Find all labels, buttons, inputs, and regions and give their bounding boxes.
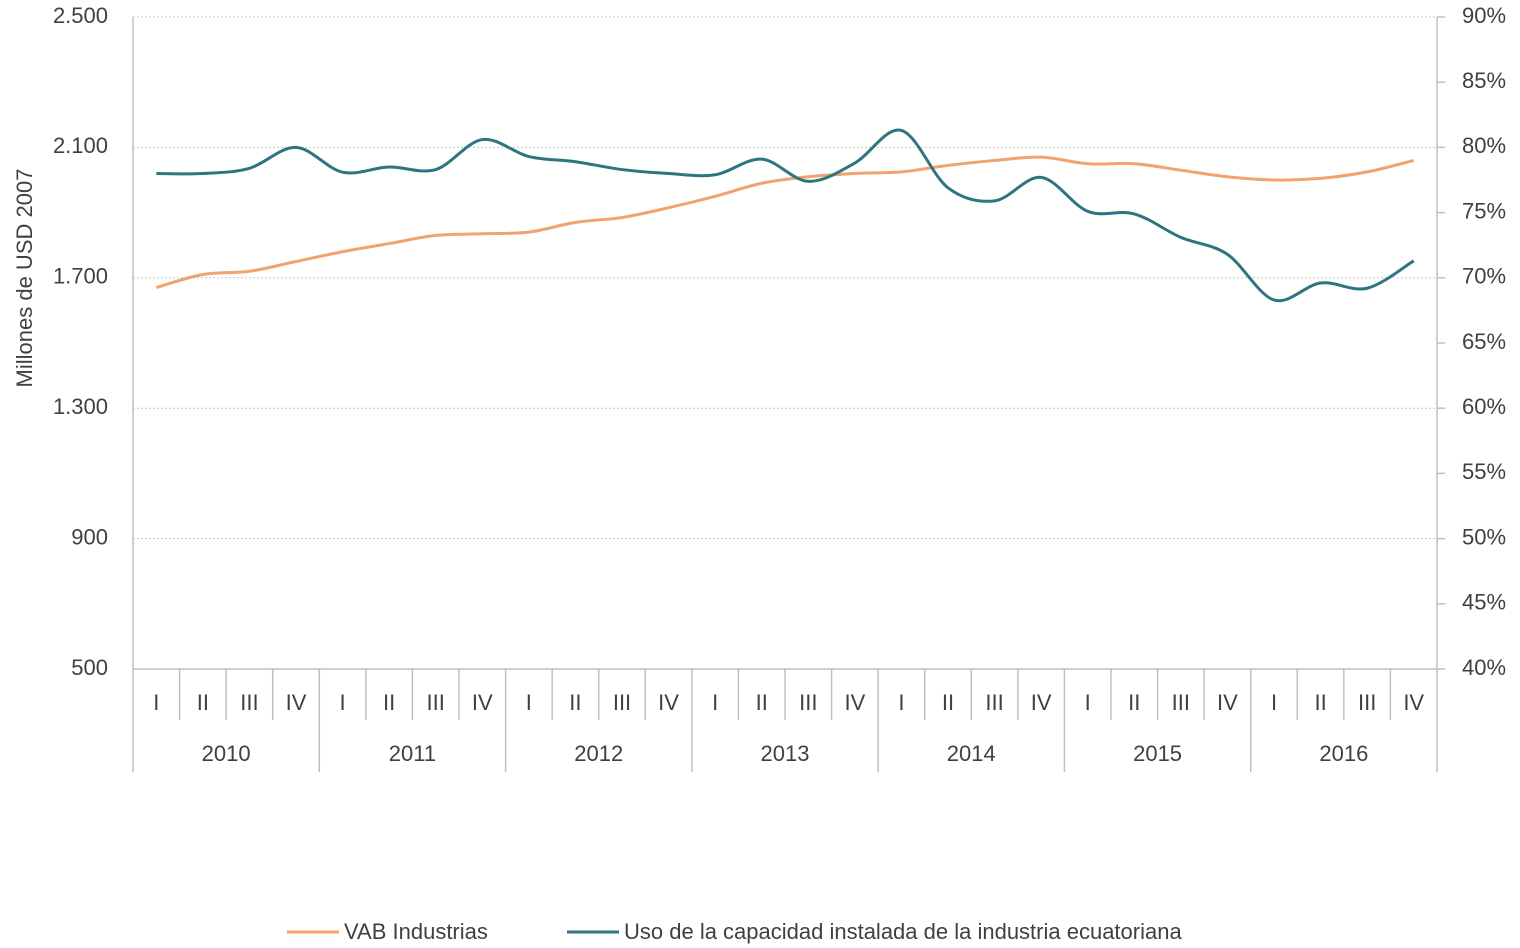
year-label: 2012 bbox=[574, 741, 623, 766]
x-tick-label: II bbox=[1314, 690, 1326, 715]
y2-tick-label: 70% bbox=[1462, 264, 1506, 289]
year-label: 2010 bbox=[202, 741, 251, 766]
x-tick-label: III bbox=[613, 690, 631, 715]
x-tick-label: IV bbox=[1031, 690, 1052, 715]
y-tick-label: 2.100 bbox=[53, 133, 108, 158]
x-tick-label: III bbox=[799, 690, 817, 715]
year-label: 2011 bbox=[389, 741, 436, 766]
y2-tick-label: 40% bbox=[1462, 655, 1506, 680]
x-tick-label: III bbox=[985, 690, 1003, 715]
x-tick-label: IV bbox=[844, 690, 865, 715]
year-label: 2013 bbox=[761, 741, 810, 766]
y-axis-label: Millones de USD 2007 bbox=[12, 169, 37, 388]
x-tick-label: II bbox=[756, 690, 768, 715]
x-tick-label: IV bbox=[1217, 690, 1238, 715]
year-label: 2016 bbox=[1319, 741, 1368, 766]
x-tick-label: I bbox=[526, 690, 532, 715]
x-tick-label: IV bbox=[286, 690, 307, 715]
y-tick-label: 500 bbox=[71, 655, 108, 680]
legend-label: VAB Industrias bbox=[344, 919, 488, 944]
x-tick-label: I bbox=[340, 690, 346, 715]
y-tick-label: 1.300 bbox=[53, 394, 108, 419]
x-tick-label: III bbox=[1172, 690, 1190, 715]
y2-tick-label: 90% bbox=[1462, 3, 1506, 28]
y2-tick-label: 55% bbox=[1462, 459, 1506, 484]
x-tick-label: I bbox=[712, 690, 718, 715]
y-tick-label: 1.700 bbox=[53, 264, 108, 289]
legend-label: Uso de la capacidad instalada de la indu… bbox=[624, 919, 1182, 944]
year-label: 2014 bbox=[947, 741, 996, 766]
x-tick-label: II bbox=[197, 690, 209, 715]
x-tick-label: I bbox=[153, 690, 159, 715]
x-tick-label: II bbox=[1128, 690, 1140, 715]
y-tick-label: 2.500 bbox=[53, 3, 108, 28]
y2-tick-label: 75% bbox=[1462, 198, 1506, 223]
x-tick-label: IV bbox=[658, 690, 679, 715]
x-tick-label: III bbox=[240, 690, 258, 715]
x-tick-label: III bbox=[1358, 690, 1376, 715]
series-line bbox=[156, 128, 1415, 303]
series-line bbox=[155, 155, 1415, 290]
x-tick-label: II bbox=[569, 690, 581, 715]
x-tick-label: I bbox=[1085, 690, 1091, 715]
x-tick-label: IV bbox=[472, 690, 493, 715]
x-tick-label: II bbox=[942, 690, 954, 715]
y2-tick-label: 65% bbox=[1462, 329, 1506, 354]
y2-tick-label: 45% bbox=[1462, 590, 1506, 615]
y2-tick-label: 80% bbox=[1462, 133, 1506, 158]
x-tick-label: III bbox=[427, 690, 445, 715]
x-tick-label: II bbox=[383, 690, 395, 715]
x-tick-label: I bbox=[898, 690, 904, 715]
y2-tick-label: 60% bbox=[1462, 394, 1506, 419]
y-tick-label: 900 bbox=[71, 524, 108, 549]
y2-tick-label: 85% bbox=[1462, 68, 1506, 93]
year-label: 2015 bbox=[1133, 741, 1182, 766]
x-tick-label: IV bbox=[1403, 690, 1424, 715]
y2-tick-label: 50% bbox=[1462, 524, 1506, 549]
x-tick-label: I bbox=[1271, 690, 1277, 715]
